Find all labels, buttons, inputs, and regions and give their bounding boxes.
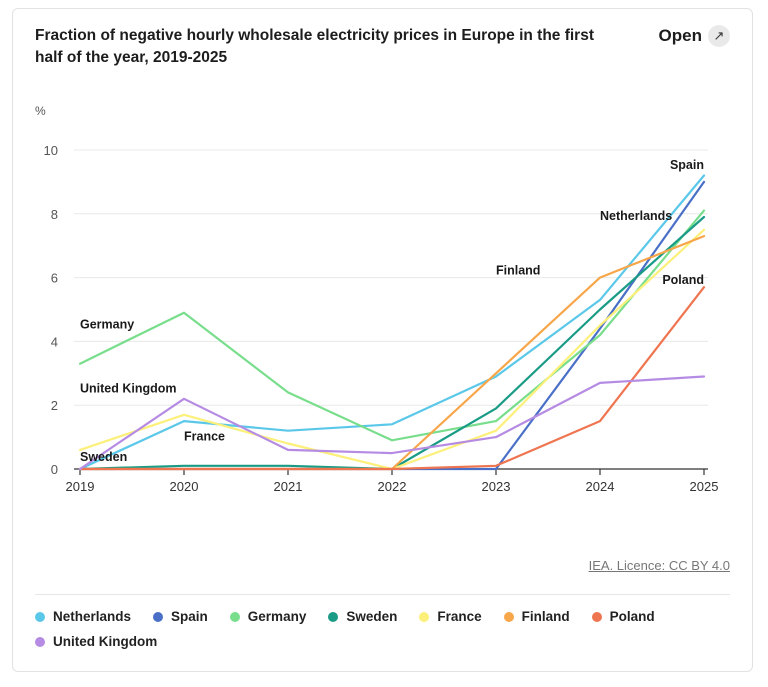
legend-dot xyxy=(229,611,240,622)
open-button[interactable]: Open ↗︎ xyxy=(659,25,730,47)
legend-item-poland[interactable]: Poland xyxy=(591,609,655,624)
annotation-sweden: Sweden xyxy=(80,450,127,464)
legend-label: Spain xyxy=(171,609,208,624)
legend-dot xyxy=(328,611,339,622)
annotation-france: France xyxy=(184,429,225,443)
legend-label: Netherlands xyxy=(53,609,132,624)
legend-item-germany[interactable]: Germany xyxy=(229,609,307,624)
legend-item-spain[interactable]: Spain xyxy=(153,609,208,624)
x-tick-label: 2024 xyxy=(586,479,615,494)
y-axis-unit: % xyxy=(35,104,46,118)
legend-item-sweden[interactable]: Sweden xyxy=(328,609,397,624)
y-tick-label: 4 xyxy=(51,334,58,349)
series-line-france xyxy=(78,228,706,471)
x-tick-label: 2020 xyxy=(170,479,199,494)
legend-item-finland[interactable]: Finland xyxy=(503,609,570,624)
annotation-finland: Finland xyxy=(496,263,540,277)
annotation-spain: Spain xyxy=(670,158,704,172)
series-line-netherlands xyxy=(78,174,706,471)
annotation-united-kingdom: United Kingdom xyxy=(80,381,177,395)
x-tick-label: 2023 xyxy=(482,479,511,494)
legend-dot xyxy=(35,611,45,622)
x-tick-label: 2021 xyxy=(274,479,303,494)
x-tick-label: 2019 xyxy=(66,479,95,494)
annotation-germany: Germany xyxy=(80,318,134,332)
legend-divider xyxy=(35,594,730,595)
legend-item-united-kingdom[interactable]: United Kingdom xyxy=(35,634,157,649)
y-tick-label: 8 xyxy=(51,207,58,222)
legend-dot xyxy=(591,611,602,622)
series-line-finland xyxy=(78,235,706,471)
expand-arrows-icon: ↗︎ xyxy=(708,25,730,47)
source-licence-link[interactable]: IEA. Licence: CC BY 4.0 xyxy=(588,558,730,573)
series-line-germany xyxy=(78,209,706,442)
y-tick-label: 6 xyxy=(51,271,58,286)
legend-label: France xyxy=(437,609,482,624)
y-tick-label: 10 xyxy=(44,143,58,158)
legend-dot xyxy=(153,611,164,622)
legend-label: Germany xyxy=(247,609,307,624)
legend-label: Sweden xyxy=(346,609,398,624)
series-line-united-kingdom xyxy=(78,375,706,471)
series-line-poland xyxy=(78,286,706,471)
open-button-label: Open xyxy=(658,26,702,45)
annotation-poland: Poland xyxy=(662,273,704,287)
legend-dot xyxy=(503,611,514,622)
chart-card: Fraction of negative hourly wholesale el… xyxy=(12,8,753,672)
chart-title: Fraction of negative hourly wholesale el… xyxy=(35,27,594,66)
y-tick-label: 2 xyxy=(51,398,58,413)
series-line-sweden xyxy=(78,215,706,471)
legend-label: Finland xyxy=(521,609,570,624)
legend-dot xyxy=(419,611,430,622)
chart-legend: Netherlands Spain Germany Sweden France Finla… xyxy=(35,609,735,649)
legend-dot xyxy=(35,636,45,647)
y-tick-label: 0 xyxy=(51,462,58,477)
legend-item-france[interactable]: France xyxy=(419,609,482,624)
x-tick-label: 2025 xyxy=(690,479,719,494)
legend-item-netherlands[interactable]: Netherlands xyxy=(35,609,131,624)
legend-label: Poland xyxy=(609,609,655,624)
x-tick-label: 2022 xyxy=(378,479,407,494)
legend-label: United Kingdom xyxy=(53,634,158,649)
annotation-netherlands: Netherlands xyxy=(600,209,672,223)
